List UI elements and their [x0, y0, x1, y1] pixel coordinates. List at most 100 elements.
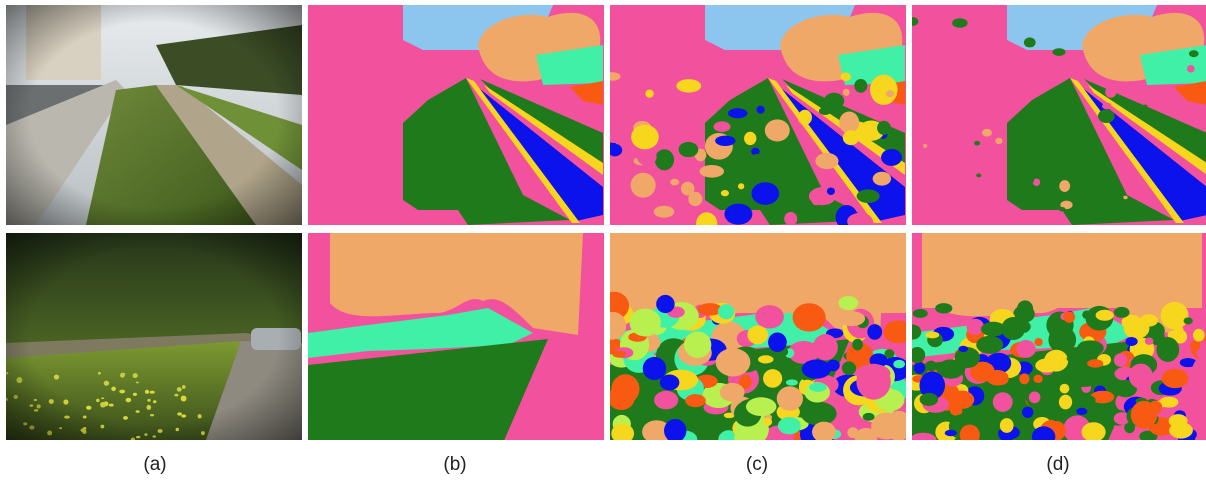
segment-patch: [765, 119, 790, 141]
panels: [4, 5, 1206, 452]
segment-patch: [1145, 338, 1154, 345]
segment-patch: [838, 311, 865, 326]
segment-patch: [720, 383, 745, 402]
segment-patch: [1189, 50, 1199, 57]
segment-patch: [852, 339, 863, 350]
segment-patch: [857, 189, 880, 203]
segment-patch: [1032, 426, 1055, 447]
segment-patch: [867, 324, 882, 340]
segment-patch: [1123, 196, 1127, 200]
segmentation: [308, 5, 604, 225]
segment-patch: [1029, 392, 1041, 404]
segment-patch: [827, 187, 835, 195]
segment-patch: [960, 424, 980, 445]
segment-patch: [629, 309, 660, 337]
segment-patch: [1105, 87, 1116, 98]
segmentation: [903, 233, 1206, 448]
segment-patch: [670, 179, 679, 186]
segment-patch: [721, 190, 729, 196]
segment-patch: [1018, 175, 1035, 185]
segment-patch: [1161, 302, 1189, 329]
segmentation-content: [599, 233, 913, 452]
segment-patch: [877, 121, 891, 135]
segment-patch: [1143, 105, 1148, 107]
segment-patch: [1063, 311, 1075, 322]
segment-patch: [777, 386, 803, 411]
segment-patch: [863, 413, 875, 421]
segment-patch: [608, 386, 635, 410]
segment-patch: [886, 90, 895, 97]
segment-patch: [1024, 37, 1036, 47]
segment-patch: [1082, 422, 1106, 442]
segment-patch: [752, 154, 763, 164]
segment-patch: [757, 106, 765, 114]
segment-patch: [1098, 109, 1115, 123]
segment-patch: [684, 332, 711, 358]
segment-patch: [728, 108, 748, 118]
segment-patch: [935, 303, 952, 313]
segment-patch: [1112, 173, 1117, 176]
segment-patch: [793, 303, 826, 331]
caption: (d): [1046, 454, 1069, 475]
segment-patch: [843, 89, 850, 96]
segment-patch: [802, 359, 831, 378]
segment-patch: [637, 148, 657, 165]
segment-patch: [952, 18, 968, 28]
segment-patch: [1162, 369, 1189, 388]
segment-patch: [716, 348, 751, 376]
segment-patch: [1187, 65, 1195, 73]
segment-patch: [1124, 318, 1150, 339]
segment-patch: [920, 393, 939, 406]
segment-patch: [763, 369, 782, 388]
segment-patch: [881, 149, 902, 166]
segment-patch: [842, 361, 856, 375]
segment-patch: [1091, 45, 1098, 51]
figure: (a) (b) (c) (d): [0, 0, 1206, 495]
segment-patch: [1067, 355, 1076, 362]
segment-patch: [912, 109, 924, 116]
segment-patch: [913, 309, 928, 318]
segmentation-content: [907, 5, 1206, 225]
segment-patch: [744, 132, 756, 145]
segment-patch: [812, 196, 821, 205]
segment-patch: [950, 391, 974, 409]
segment-patch: [643, 357, 666, 380]
segment-patch: [608, 144, 622, 156]
segment-patch: [1087, 359, 1103, 367]
segment-patch: [631, 173, 656, 198]
segmentation: [601, 5, 906, 235]
segment-patch: [813, 334, 838, 360]
segment-patch: [1001, 317, 1025, 340]
segment-patch: [715, 136, 735, 146]
segmentation-content: [601, 5, 906, 235]
segment-patch: [656, 295, 674, 313]
segment-patch: [755, 305, 784, 328]
photo-content: [4, 233, 302, 442]
segment-patch: [713, 121, 730, 132]
segment-patch: [1168, 23, 1183, 31]
segment-patch: [1193, 329, 1205, 342]
segment-patch: [719, 80, 733, 91]
segment-patch: [839, 112, 859, 134]
segment-patch: [778, 417, 801, 434]
segment-patch: [1059, 395, 1072, 410]
segment-patch: [768, 333, 787, 352]
segment-patch: [751, 182, 779, 205]
segment-patch: [1034, 338, 1042, 346]
segment-patch: [925, 361, 937, 372]
segment-patch: [1103, 196, 1114, 204]
segment-patch: [1000, 418, 1014, 433]
segment-patch: [763, 418, 772, 426]
segment-patch: [926, 331, 940, 338]
segment-patch: [847, 213, 873, 230]
segment-patch: [696, 212, 717, 234]
tree-segment: [610, 233, 906, 313]
segment-patch: [945, 430, 957, 436]
segmentation: [599, 233, 913, 452]
segment-patch: [997, 55, 1012, 66]
segment-patch: [871, 412, 902, 439]
segment-patch: [843, 130, 859, 145]
segment-patch: [611, 423, 634, 443]
segment-patch: [1022, 407, 1033, 418]
segment-patch: [958, 346, 968, 352]
